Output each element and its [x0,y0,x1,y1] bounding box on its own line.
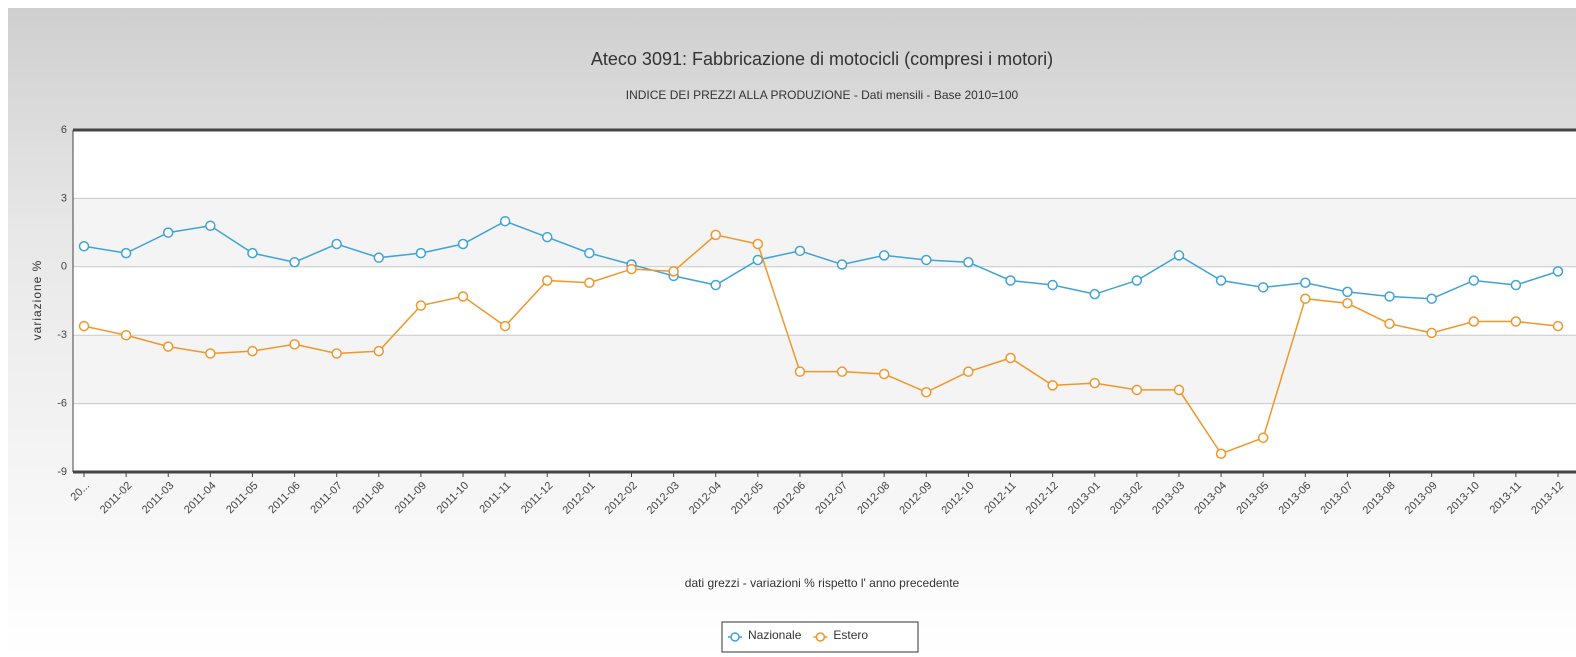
data-point [499,320,511,332]
plot-band [73,198,1576,267]
data-point [205,348,216,359]
legend-symbol [815,632,826,642]
data-point [1552,266,1564,277]
data-point [1173,384,1185,396]
data-point [1089,288,1100,300]
data-point [1552,320,1564,332]
data-point [584,277,595,289]
data-point [457,238,469,250]
data-point [1047,279,1058,291]
data-point [205,220,216,232]
data-point [247,247,258,259]
data-point [247,345,258,357]
data-point [120,247,132,259]
data-point [1131,275,1143,286]
data-point [1257,282,1269,293]
data-point [331,238,342,250]
data-point [878,368,890,380]
data-point [1426,327,1437,339]
y-tick-label: 6 [61,124,67,136]
series-line [83,234,1559,455]
data-point [542,231,553,243]
data-point [921,386,932,398]
data-point [415,300,427,311]
data-point [1384,318,1395,330]
data-point [1131,384,1143,396]
chart-subtitle: INDICE DEI PREZZI ALLA PRODUZIONE - Dati… [626,88,1019,102]
data-point [78,241,90,252]
data-point [1173,250,1185,261]
data-point [584,247,595,259]
data-point [499,215,511,227]
data-point [1426,293,1437,304]
data-point [331,348,342,359]
data-point [752,238,764,250]
y-tick-label: 0 [61,261,67,273]
legend-box [721,621,919,653]
data-point [373,252,385,263]
series-line [83,220,1559,300]
data-point [921,254,932,266]
data-point [162,341,174,352]
y-tick-label: -6 [57,398,67,410]
data-point [78,320,90,332]
data-point [836,259,848,270]
data-point [1300,293,1311,304]
data-point [1510,316,1522,327]
data-point [162,227,174,238]
legend-label: Estero [833,628,868,642]
data-point [1468,275,1480,286]
data-point [1510,279,1522,291]
data-point [289,256,300,268]
data-point [878,250,890,261]
y-axis-title: variazione % [30,260,44,341]
data-point [1047,380,1058,391]
x-axis-title: dati grezzi - variazioni % rispetto l' a… [685,576,960,590]
y-tick-label: 3 [61,192,67,204]
data-point [120,329,132,341]
data-point [752,254,764,266]
y-tick-label: -3 [57,329,67,341]
y-tick-label: -9 [57,466,67,478]
plot-band [73,335,1576,404]
data-point [710,229,721,241]
data-point [1257,432,1269,444]
data-point [1215,275,1227,286]
data-point [626,263,637,275]
legend-symbol [730,632,740,642]
data-point [1384,291,1395,302]
data-point [415,247,427,259]
data-point [457,291,469,302]
data-point [1468,316,1480,327]
data-point [373,345,385,357]
data-point [963,366,974,377]
data-point [836,366,848,377]
data-point [794,245,806,257]
data-point [963,256,974,268]
data-point [1089,377,1100,389]
data-point [1005,275,1016,286]
data-point [1342,286,1353,298]
data-point [1005,352,1016,364]
data-point [1342,298,1353,309]
data-point [1215,448,1227,460]
data-point [710,279,721,291]
data-point [1300,277,1311,289]
data-point [668,266,679,277]
legend: Nazionale Estero [721,621,919,653]
data-point [289,339,300,350]
legend-label: Nazionale [748,628,802,642]
data-point [542,275,553,286]
data-point [794,366,806,377]
chart-title: Ateco 3091: Fabbricazione di motocicli (… [591,49,1053,69]
